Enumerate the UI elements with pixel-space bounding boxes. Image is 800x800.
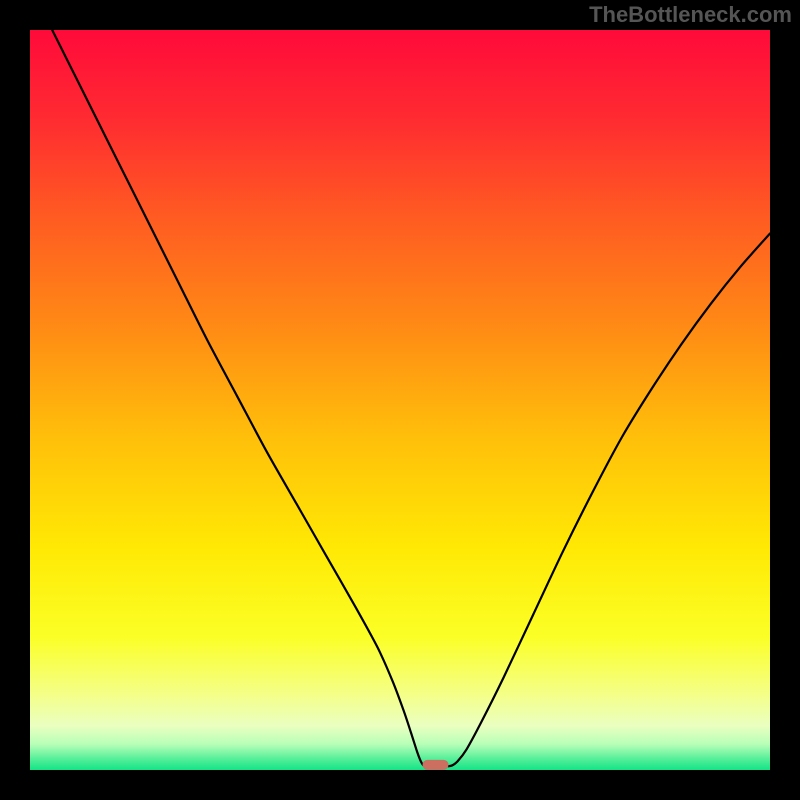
plot-svg [30,30,770,770]
plot-background [30,30,770,770]
min-marker [423,760,449,770]
chart-container: TheBottleneck.com [0,0,800,800]
plot-area [30,30,770,770]
watermark-text: TheBottleneck.com [589,2,792,28]
